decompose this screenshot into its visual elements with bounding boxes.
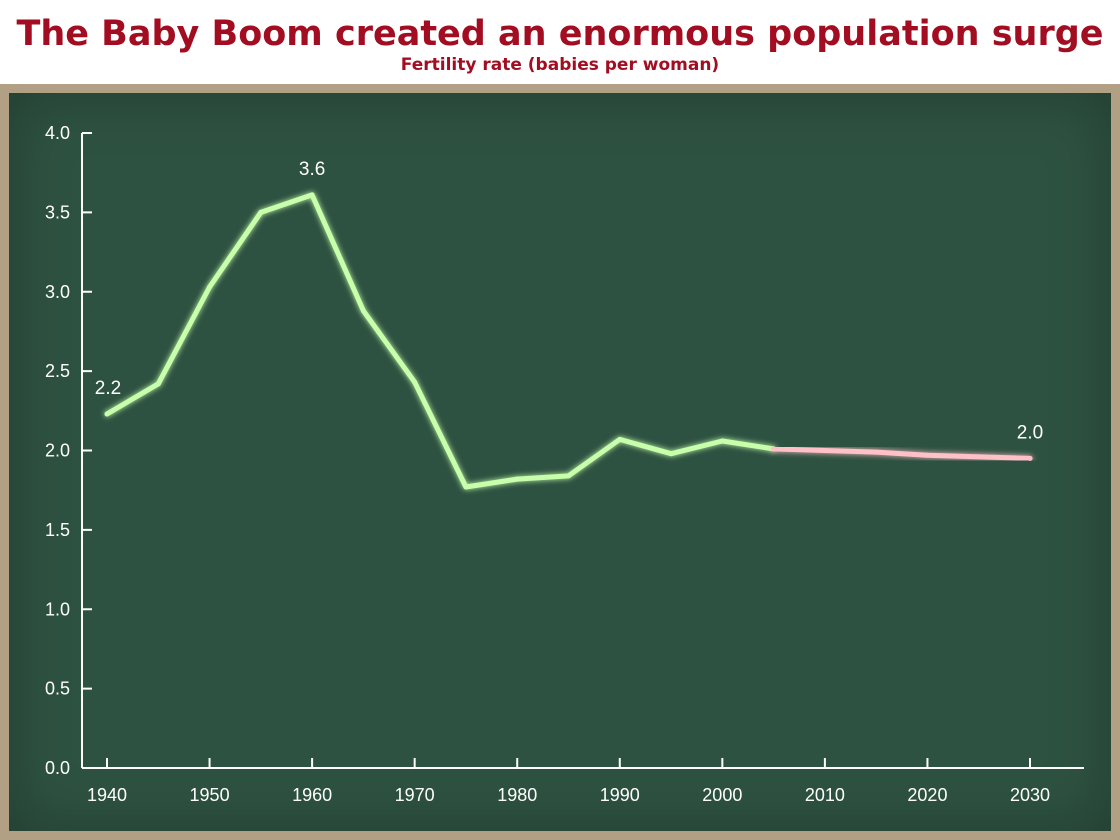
axes: 0.0 0.5 1.0 1.5 2.0 2.5 3.0 3.5 4.0 1940 1950 1960 1… [45,123,1084,805]
x-tick-label: 1970 [395,785,435,805]
data-label: 2.2 [95,378,121,399]
projection-series-line [771,446,1033,461]
x-tick-label: 1990 [600,785,640,805]
y-tick-label: 2.0 [45,441,70,461]
line-chart: 0.0 0.5 1.0 1.5 2.0 2.5 3.0 3.5 4.0 1940 1950 1960 1… [45,123,1084,805]
y-tick-label: 3.5 [45,202,70,222]
historical-data-point [155,381,161,387]
historical-data-point [617,436,623,442]
historical-data-point [668,451,674,457]
historical-data-point [514,476,520,482]
x-tick-label: 2000 [702,785,742,805]
projection-data-point [873,449,879,455]
y-tick-label: 0.0 [45,758,70,778]
projection-data-point [771,446,777,452]
projection-data-point [1027,455,1033,461]
historical-data-point [258,209,264,215]
x-tick-label: 2010 [805,785,845,805]
y-tick-label: 1.0 [45,599,70,619]
y-tick-label: 1.5 [45,520,70,540]
x-tick-label: 2020 [907,785,947,805]
annotations: 2.2 3.6 2.0 [95,159,1043,444]
y-tick-label: 0.5 [45,679,70,699]
historical-data-point [104,411,110,417]
chalkboard: 0.0 0.5 1.0 1.5 2.0 2.5 3.0 3.5 4.0 1940 1950 1960 1… [9,93,1111,831]
x-tick-label: 1940 [87,785,127,805]
y-tick-label: 4.0 [45,123,70,143]
projection-data-point [924,452,930,458]
historical-data-point [412,379,418,385]
historical-series-line [104,192,777,490]
historical-data-point [463,484,469,490]
x-tick-label: 1980 [497,785,537,805]
chart-subtitle: Fertility rate (babies per woman) [400,55,720,75]
historical-data-point [719,438,725,444]
data-label: 2.0 [1017,422,1043,443]
chalkboard-frame: 0.0 0.5 1.0 1.5 2.0 2.5 3.0 3.5 4.0 1940 1950 1960 1… [0,84,1120,840]
chart-title: The Baby Boom created an enormous popula… [16,14,1104,54]
series-group [104,192,1033,490]
y-tick-label: 2.5 [45,361,70,381]
data-label: 3.6 [299,159,325,180]
x-tick-label: 1950 [190,785,230,805]
x-tick-label: 1960 [292,785,332,805]
historical-data-point [309,192,315,198]
y-tick-label: 3.0 [45,282,70,302]
historical-data-point [207,284,213,290]
historical-data-point [566,473,571,479]
historical-data-point [360,308,366,314]
x-tick-label: 2030 [1010,785,1050,805]
